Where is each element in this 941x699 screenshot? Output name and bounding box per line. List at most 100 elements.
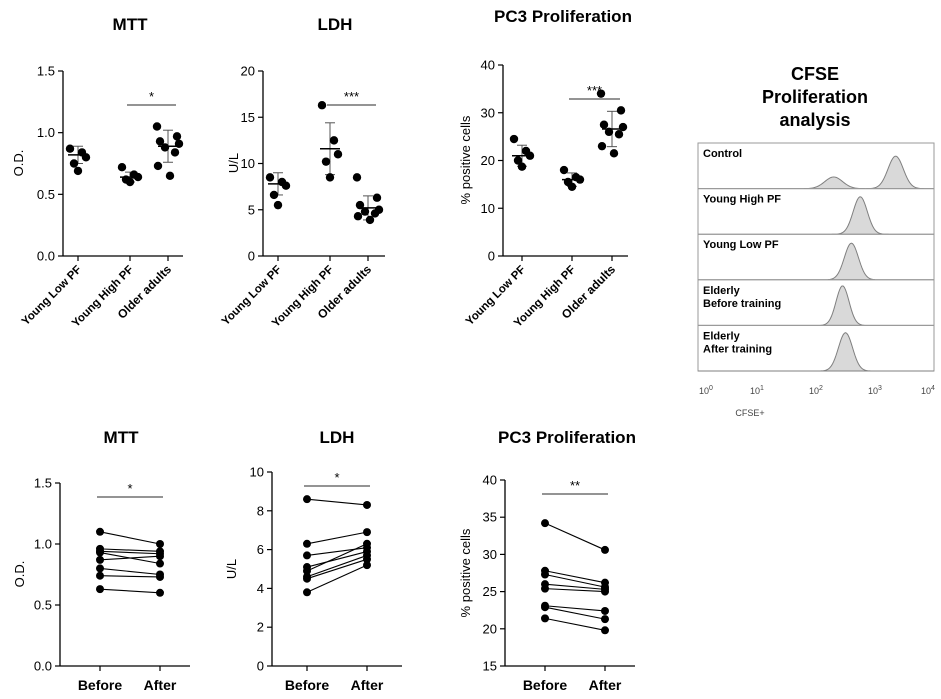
pair-line: [544, 522, 606, 551]
y-tick-label: 2: [257, 620, 264, 635]
pair-line: [306, 558, 368, 580]
significance-label: **: [570, 478, 580, 493]
data-point: [541, 570, 549, 579]
y-axis-label: % positive cells: [458, 528, 473, 617]
data-point: [575, 175, 585, 184]
y-tick-label: 25: [483, 584, 497, 599]
y-tick-label: 0.0: [37, 249, 55, 264]
data-point: [601, 626, 609, 635]
data-point: [360, 207, 370, 216]
data-point: [355, 200, 365, 210]
pair-line: [544, 570, 606, 584]
data-point: [597, 141, 607, 151]
pair-line: [544, 588, 606, 593]
flow-x-tick-label: 101: [750, 385, 764, 396]
data-point: [541, 584, 549, 593]
data-point: [303, 551, 311, 560]
data-point: [604, 127, 614, 137]
data-point: [273, 200, 283, 210]
data-point: [517, 162, 527, 171]
flow-title-line: CFSE: [791, 64, 839, 84]
data-point: [601, 587, 609, 596]
flow-sample-label: Before training: [703, 298, 781, 310]
y-tick-label: 20: [483, 621, 497, 636]
pair-line: [99, 531, 161, 545]
y-tick-label: 10: [481, 201, 495, 216]
data-point: [618, 122, 628, 132]
data-point: [133, 172, 143, 182]
flow-x-tick-label: 103: [868, 385, 882, 396]
y-tick-label: 8: [257, 503, 264, 518]
data-point: [363, 539, 371, 548]
data-point: [172, 132, 182, 141]
flow-x-tick-label: 102: [809, 385, 823, 396]
significance-label: *: [127, 481, 132, 496]
data-point: [155, 137, 165, 146]
data-point: [269, 190, 279, 200]
y-tick-label: 20: [241, 64, 255, 79]
data-point: [601, 615, 609, 624]
significance-label: *: [334, 470, 339, 485]
y-tick-label: 5: [248, 202, 255, 217]
pair-line: [544, 573, 606, 588]
data-point: [303, 588, 311, 597]
data-point: [559, 165, 569, 175]
pair-line: [544, 606, 606, 620]
data-point: [333, 150, 343, 159]
flow-title-line: Proliferation: [762, 87, 868, 107]
data-point: [265, 173, 275, 182]
data-point: [325, 173, 335, 182]
y-tick-label: 4: [257, 581, 264, 596]
data-point: [363, 528, 371, 537]
chart-title: MTT: [104, 428, 140, 447]
data-point: [599, 120, 609, 129]
chart-title: PC3 Proliferation: [494, 7, 632, 26]
y-tick-label: 0: [248, 249, 255, 264]
chart-pc3-groups: PC3 Proliferation % positive cells 0 10 20 30…: [458, 7, 632, 330]
data-point: [353, 212, 363, 221]
data-point: [170, 148, 180, 157]
significance-label: ***: [344, 89, 359, 104]
significance-label: *: [149, 89, 154, 104]
y-tick-label: 1.0: [34, 537, 52, 552]
cfse-flow-panel: CFSE Proliferation analysis Control Young Hi…: [697, 64, 935, 418]
y-tick-label: 0.5: [37, 187, 55, 202]
y-axis-label: O.D.: [11, 150, 26, 177]
data-point: [525, 151, 535, 160]
data-point: [117, 163, 127, 172]
y-tick-label: 30: [481, 105, 495, 120]
data-point: [160, 143, 170, 152]
data-point: [153, 161, 163, 171]
y-axis-label: U/L: [224, 559, 239, 579]
data-point: [616, 106, 626, 115]
y-axis-label: % positive cells: [458, 115, 473, 204]
y-tick-label: 40: [481, 58, 495, 73]
pair-line: [99, 555, 161, 561]
data-point: [81, 153, 91, 162]
category-label: Before: [285, 677, 330, 693]
y-tick-label: 1.5: [37, 64, 55, 79]
data-point: [567, 182, 577, 191]
y-tick-label: 20: [481, 153, 495, 168]
data-point: [601, 606, 609, 615]
data-point: [363, 561, 371, 570]
data-point: [165, 171, 175, 181]
data-point: [125, 177, 135, 187]
data-point: [156, 588, 164, 597]
y-axis-label: U/L: [226, 153, 241, 173]
data-point: [96, 571, 104, 580]
flow-sample-label: Control: [703, 148, 742, 160]
chart-pc3-paired: PC3 Proliferation % positive cells 15 20 25 3…: [458, 428, 636, 693]
data-point: [509, 134, 519, 144]
data-point: [152, 122, 162, 131]
chart-mtt-paired: MTT O.D. 0.0 0.5 1.0 1.5 Before After *: [12, 428, 190, 693]
data-point: [174, 139, 184, 148]
data-point: [541, 519, 549, 528]
flow-x-tick-label: 100: [699, 385, 713, 396]
data-point: [156, 559, 164, 568]
data-point: [65, 144, 75, 153]
chart-title: MTT: [113, 15, 149, 34]
